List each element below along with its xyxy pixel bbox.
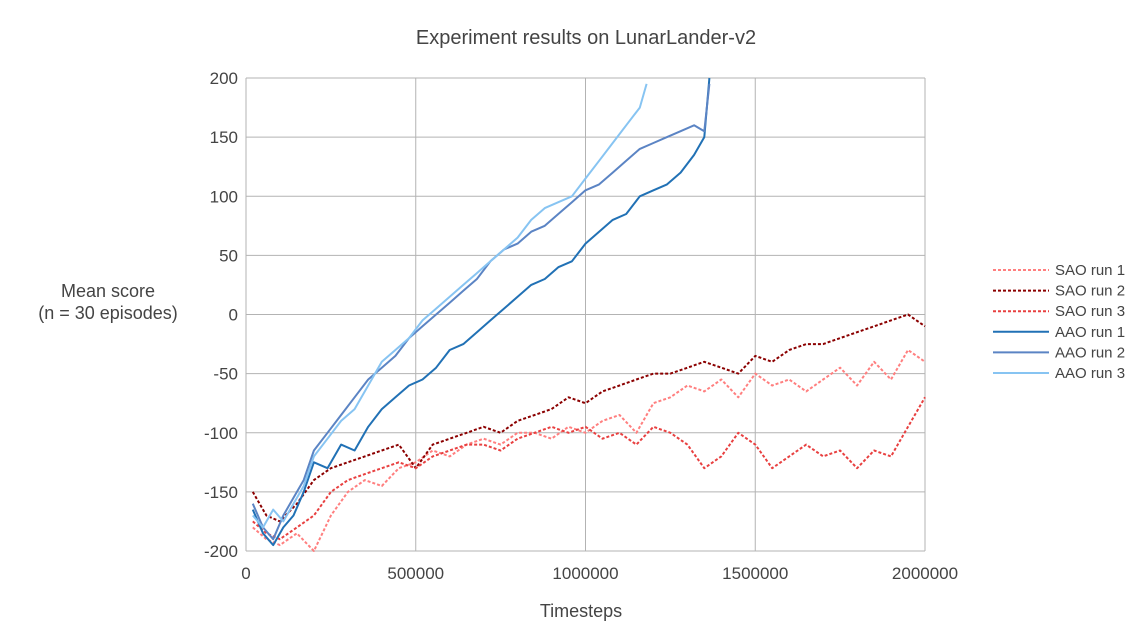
y-tick-label: -150 [204, 483, 238, 502]
y-tick-label: 50 [219, 246, 238, 265]
chart-title: Experiment results on LunarLander-v2 [416, 27, 756, 49]
y-tick-label: 150 [210, 128, 238, 147]
grid [245, 77, 926, 552]
legend-label-1: SAO run 1 [1055, 262, 1125, 279]
y-axis-title-line-2: (n = 30 episodes) [38, 303, 178, 323]
x-tick-label: 2000000 [892, 564, 958, 583]
x-tick-label: 1000000 [552, 564, 618, 583]
series-line-6 [252, 83, 648, 529]
x-tick-label: 0 [241, 564, 250, 583]
series-line-4 [251, 77, 711, 547]
legend-label-3: SAO run 3 [1055, 303, 1125, 320]
x-axis: 0 500000 1000000 1500000 2000000 [241, 564, 958, 583]
y-axis-title-line-1: Mean score [61, 281, 155, 301]
series-line-3 [252, 396, 926, 541]
y-tick-label: -200 [204, 542, 238, 561]
legend-label-5: AAO run 2 [1055, 344, 1125, 361]
x-tick-label: 1500000 [722, 564, 788, 583]
x-tick-label: 500000 [387, 564, 444, 583]
y-tick-label: 0 [229, 306, 238, 325]
legend-label-2: SAO run 2 [1055, 283, 1125, 300]
legend-label-6: AAO run 3 [1055, 365, 1125, 382]
series-line-2 [251, 313, 926, 523]
series-line-1 [252, 349, 926, 552]
series-line-5 [251, 83, 711, 541]
legend: SAO run 1 SAO run 2 SAO run 3 AAO run 1 AAO … [993, 262, 1125, 382]
y-tick-label: -100 [204, 424, 238, 443]
y-axis: -200 -150 -100 -50 0 50 100 150 200 [204, 69, 238, 561]
x-axis-title: Timesteps [540, 601, 622, 621]
y-tick-label: 100 [210, 187, 238, 206]
legend-label-4: AAO run 1 [1055, 324, 1125, 341]
series-layer [251, 77, 926, 552]
y-tick-label: 200 [210, 69, 238, 88]
y-tick-label: -50 [213, 365, 238, 384]
